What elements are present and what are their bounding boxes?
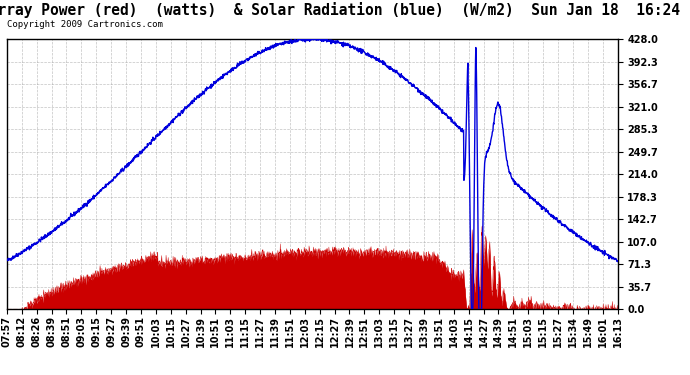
Text: Copyright 2009 Cartronics.com: Copyright 2009 Cartronics.com xyxy=(7,20,163,28)
Text: East Array Power (red)  (watts)  & Solar Radiation (blue)  (W/m2)  Sun Jan 18  1: East Array Power (red) (watts) & Solar R… xyxy=(0,2,680,18)
